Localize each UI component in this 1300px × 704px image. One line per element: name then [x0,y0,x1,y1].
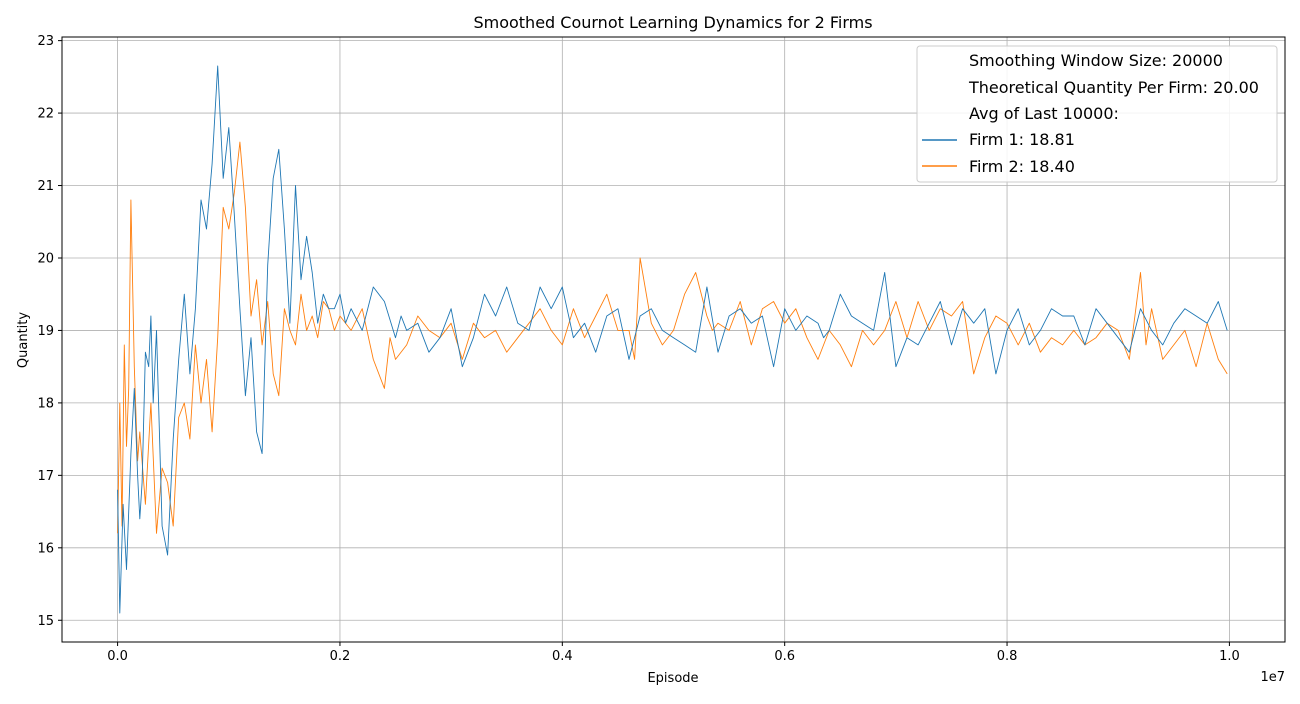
y-tick-label: 18 [37,396,54,411]
x-tick-label: 0.4 [552,649,573,664]
y-tick-label: 17 [37,469,54,484]
legend-box [916,45,1278,183]
series-line-firm-2 [117,141,1228,534]
legend-label-firm-1: Firm 1: 18.81 [969,130,1075,149]
series-line-firm-1 [117,65,1228,614]
axis-ticks: 0.0 0.2 0.4 0.6 0.8 1.0 15 16 17 18 19 20 21 22 23 [37,34,1239,664]
x-tick-label: 0.8 [997,649,1018,664]
y-tick-label: 21 [37,179,54,194]
y-tick-label: 15 [37,614,54,629]
x-tick-label: 0.0 [107,649,128,664]
x-tick-label: 1.0 [1219,649,1240,664]
y-axis-label: Quantity [16,312,31,368]
x-tick-label: 0.6 [774,649,795,664]
y-tick-label: 20 [37,251,54,266]
y-tick-label: 16 [37,541,54,556]
legend-text-theoretical: Theoretical Quantity Per Firm: 20.00 [968,78,1259,97]
series-lines [117,65,1228,614]
x-axis-offset-label: 1e7 [1260,670,1285,685]
y-tick-label: 23 [37,34,54,49]
x-tick-label: 0.2 [330,649,351,664]
legend-label-firm-2: Firm 2: 18.40 [969,157,1075,176]
y-tick-label: 22 [37,107,54,122]
plot-area-frame [61,36,1286,643]
chart-title: Smoothed Cournot Learning Dynamics for 2… [473,13,872,32]
legend-text-window: Smoothing Window Size: 20000 [969,51,1223,70]
legend: Smoothing Window Size: 20000 Theoretical… [916,45,1278,183]
legend-text-average: Avg of Last 10000: [969,104,1119,123]
x-axis-label: Episode [647,671,698,686]
y-tick-label: 19 [37,324,54,339]
